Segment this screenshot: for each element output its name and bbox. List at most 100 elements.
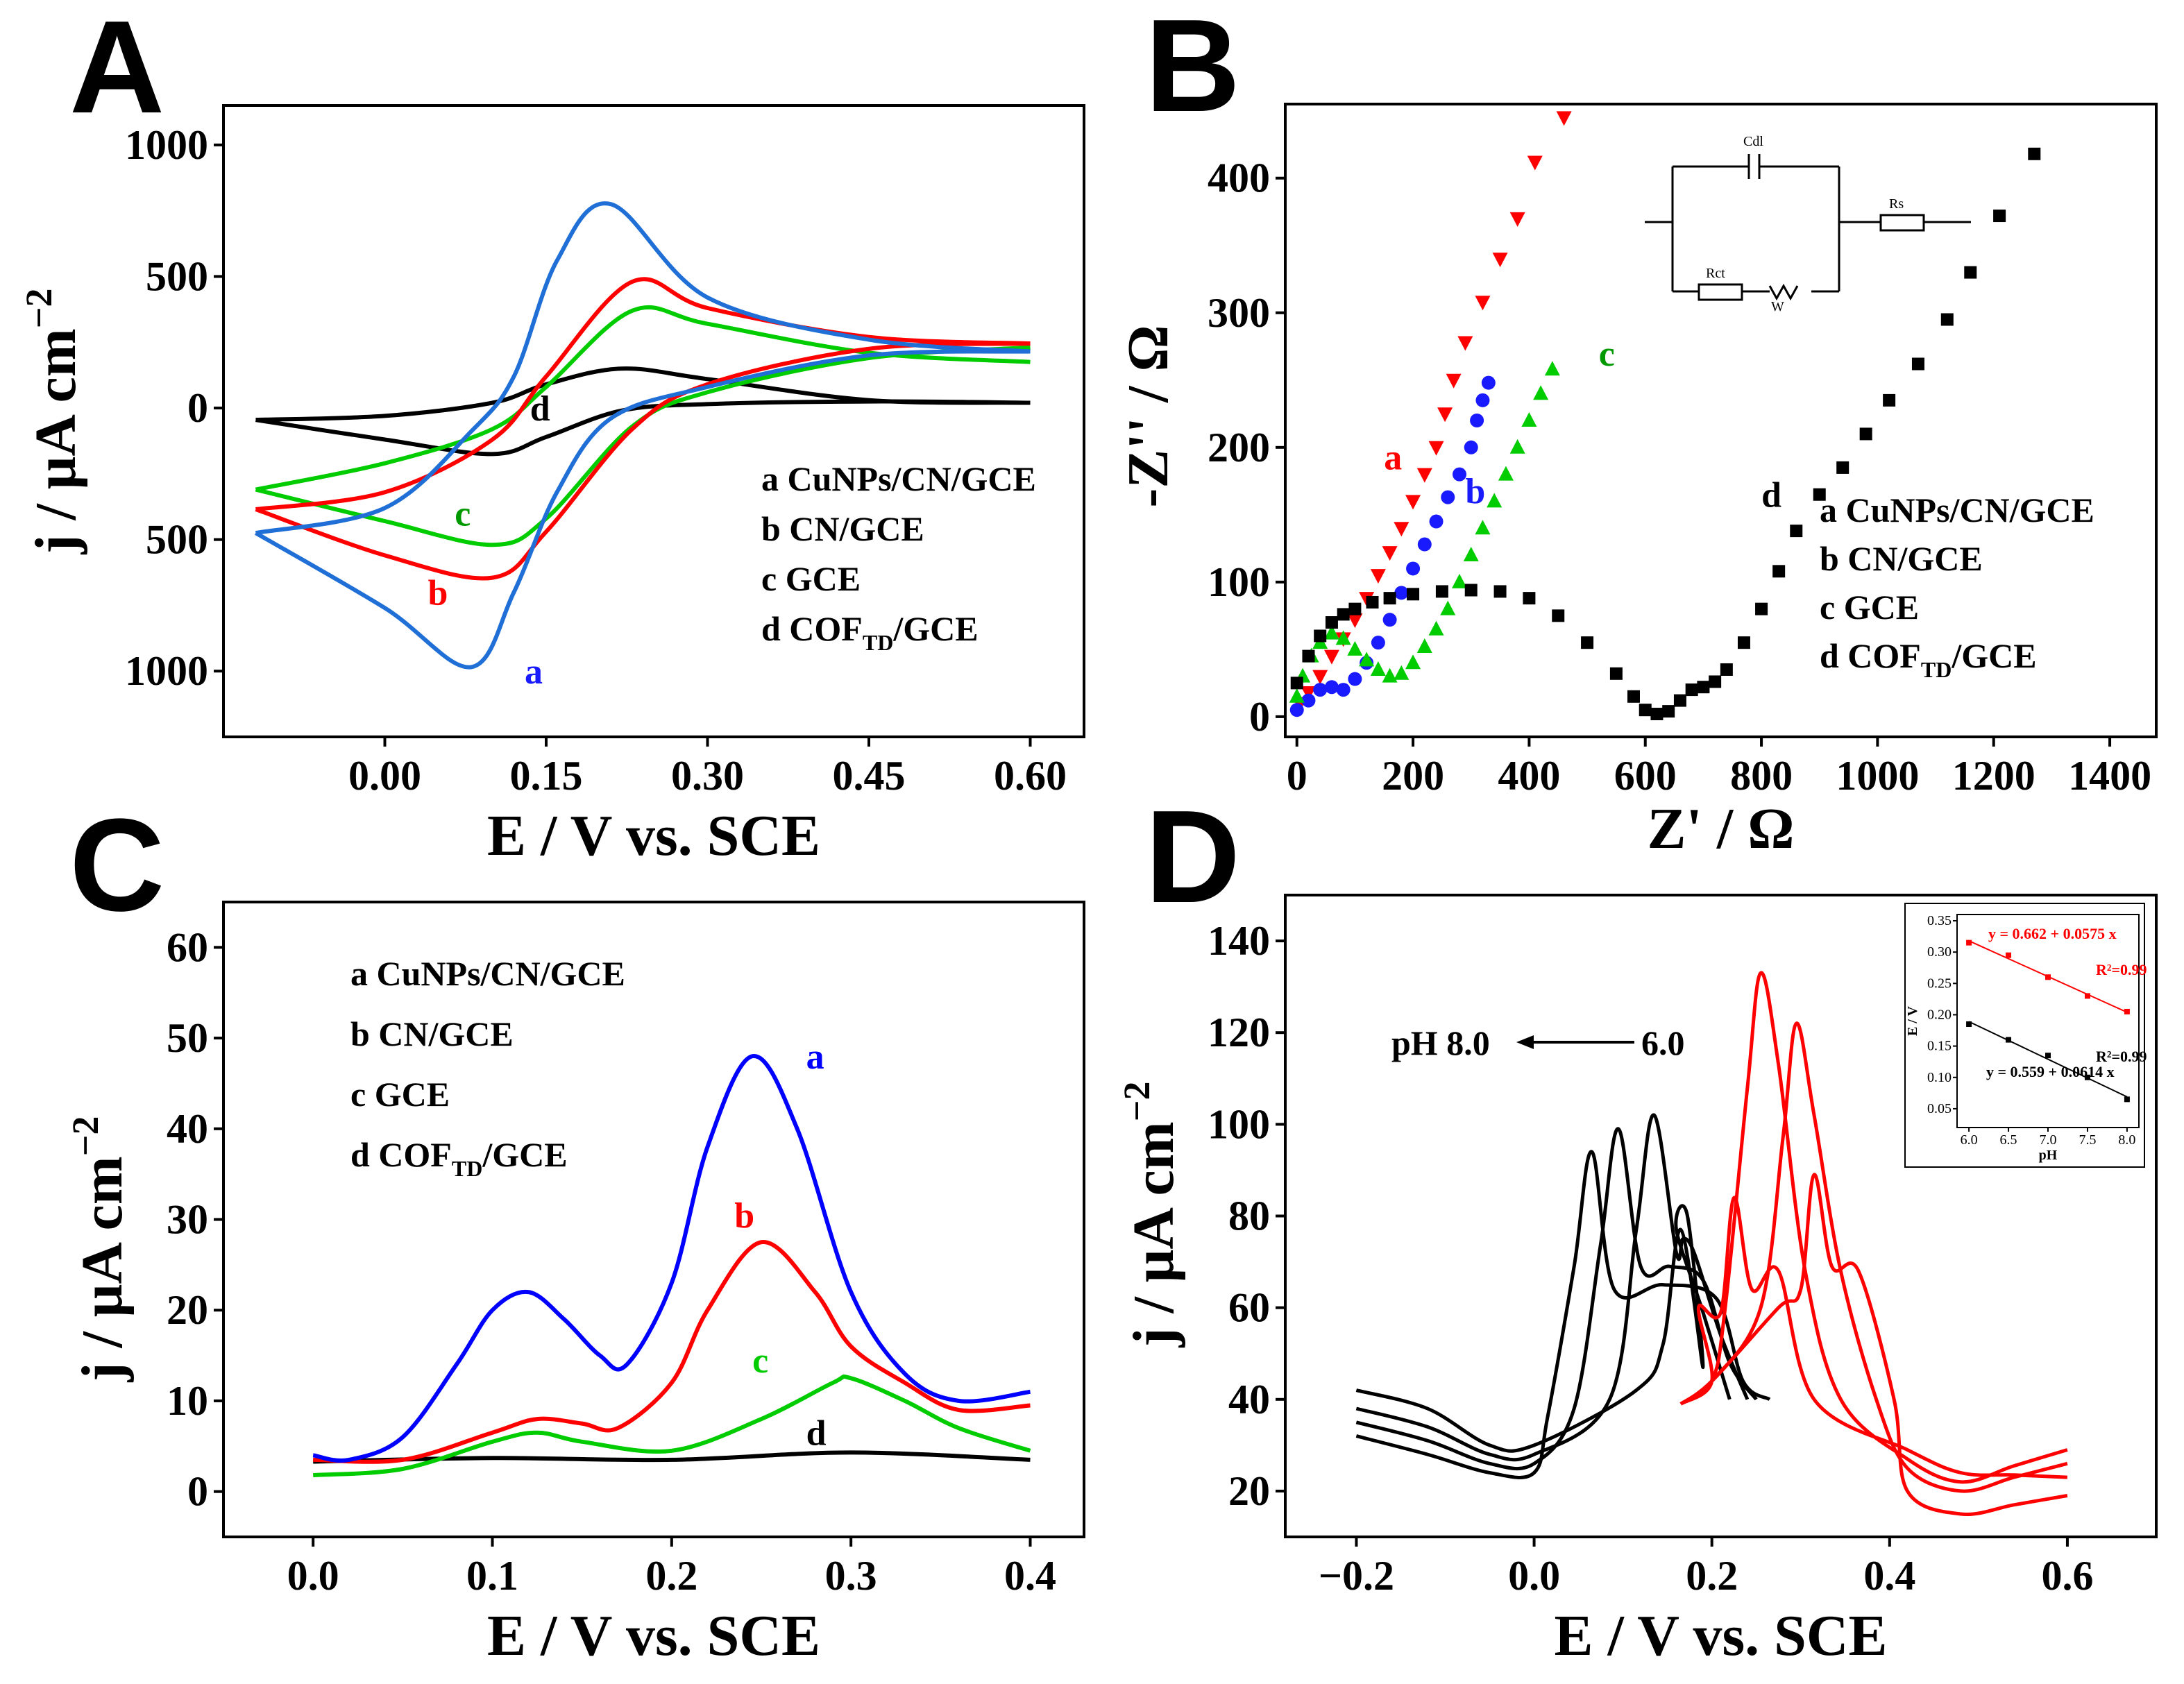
B-point-d xyxy=(1627,690,1640,703)
C-ytick-label: 60 xyxy=(167,924,208,970)
B-series-b xyxy=(1289,375,1496,717)
A-xtick-label: 0.15 xyxy=(510,753,583,799)
B-point-a xyxy=(1475,296,1491,311)
C-series-a xyxy=(312,1054,1031,1463)
A-plot-frame xyxy=(222,104,1085,738)
D-inset-point-red xyxy=(2006,952,2012,958)
C-legend-entry: d COFTD/GCE xyxy=(350,1135,568,1181)
B-point-d xyxy=(1940,313,1954,326)
B-point-d xyxy=(1523,592,1536,605)
D-inset-xlabel: pH xyxy=(2039,1148,2058,1163)
B-legend-entry: a CuNPs/CN/GCE xyxy=(1820,491,2094,529)
B-point-d xyxy=(1673,694,1686,707)
B-point-b xyxy=(1289,703,1304,717)
B-point-c xyxy=(1487,493,1502,508)
A-ytick-label: 1000 xyxy=(125,122,208,168)
circuit-warburg xyxy=(1768,283,1799,301)
C-legend-entry: a CuNPs/CN/GCE xyxy=(350,954,625,993)
B-point-b xyxy=(1470,414,1484,427)
D-xlabel: E / V vs. SCE xyxy=(1554,1604,1887,1668)
B-point-c xyxy=(1509,439,1525,454)
B-point-a xyxy=(1347,613,1363,629)
B-point-d xyxy=(1859,427,1872,441)
A-xlabel: E / V vs. SCE xyxy=(487,803,820,868)
B-point-b xyxy=(1441,490,1455,504)
A-curve-label-c: c xyxy=(455,495,471,534)
C-ylabel: j / μA cm−2 xyxy=(65,1116,135,1383)
B-point-d xyxy=(1697,681,1710,694)
panel-label-C: C xyxy=(69,792,164,939)
B-point-d xyxy=(1314,629,1327,643)
B-point-d xyxy=(1383,592,1396,605)
D-inset-xtick-label: 6.0 xyxy=(1961,1132,1978,1148)
A-series-a-forward xyxy=(255,201,1031,536)
A-ytick-label: 0 xyxy=(187,385,208,431)
B-point-b xyxy=(1348,672,1362,686)
circuit-label-cdl: Cdl xyxy=(1743,134,1763,149)
A-series-a-reverse xyxy=(254,349,1031,670)
B-point-a xyxy=(1405,495,1421,510)
D-ylabel: j / μA cm−2 xyxy=(1116,1082,1186,1348)
B-point-a xyxy=(1457,336,1473,351)
B-point-a xyxy=(1509,212,1525,227)
A-legend-entry: d COFTD/GCE xyxy=(761,609,979,655)
B-point-b xyxy=(1394,586,1409,600)
B-point-d xyxy=(1662,705,1675,718)
C-ytick-label: 20 xyxy=(167,1287,208,1333)
B-legend-entry: c GCE xyxy=(1820,588,1919,627)
C-series-c xyxy=(312,1374,1031,1478)
C-ytick-label: 0 xyxy=(187,1469,208,1515)
D-inset-point-red xyxy=(2045,974,2051,980)
B-xtick-label: 800 xyxy=(1730,753,1793,799)
B-point-d xyxy=(1325,616,1338,629)
C-ytick-label: 40 xyxy=(167,1106,208,1152)
A-series-b-reverse xyxy=(255,341,1031,581)
D-red-curve xyxy=(1679,1021,2068,1493)
B-point-a xyxy=(1301,686,1317,701)
B-point-d xyxy=(1464,584,1478,597)
D-inset-xtick-label: 6.5 xyxy=(2000,1132,2017,1148)
circuit-resistor-rs xyxy=(1879,214,1925,232)
C-ytick-label: 50 xyxy=(167,1015,208,1061)
A-series-d-reverse xyxy=(255,399,1031,457)
C-xtick-label: 0.4 xyxy=(1004,1553,1056,1599)
C-curve-label-c: c xyxy=(752,1341,768,1381)
A-ylabel: j / μA cm−2 xyxy=(18,289,88,555)
C-plot-frame xyxy=(222,901,1085,1538)
panel-label-D: D xyxy=(1145,783,1240,930)
B-point-a xyxy=(1527,155,1543,171)
B-curve-label-a: a xyxy=(1384,438,1402,477)
B-point-b xyxy=(1464,440,1478,454)
B-point-c xyxy=(1428,620,1444,636)
D-inset-r2-black: R²=0.99 xyxy=(2096,1048,2147,1065)
B-ytick-label: 300 xyxy=(1208,290,1270,336)
C-ytick-label: 10 xyxy=(167,1378,208,1424)
circuit-resistor-rct xyxy=(1698,283,1743,301)
C-series-b xyxy=(313,1240,1031,1464)
B-point-b xyxy=(1417,537,1432,552)
B-point-d xyxy=(1993,210,2006,223)
B-point-c xyxy=(1440,600,1456,615)
D-arrow-head xyxy=(1516,1035,1534,1049)
B-point-d xyxy=(1685,683,1698,697)
B-point-d xyxy=(1790,525,1803,538)
B-point-d xyxy=(1348,602,1362,615)
B-point-a xyxy=(1556,111,1572,126)
B-point-c xyxy=(1347,640,1363,656)
B-point-c xyxy=(1335,630,1351,645)
D-inset: 6.0 6.5 7.0 7.5 8.0 0.05 0.10 0.15 0.20 0.25 0.30 0… xyxy=(1904,903,2147,1168)
A-series-d-forward xyxy=(255,366,1031,423)
C-curve-label-b: b xyxy=(734,1196,754,1236)
D-inset-xtick-label: 8.0 xyxy=(2118,1132,2135,1148)
D-inset-point-black xyxy=(2006,1037,2012,1043)
D-inset-point-black xyxy=(1966,1021,1972,1028)
B-point-b xyxy=(1313,683,1328,697)
D-inset-point-black xyxy=(2124,1096,2130,1103)
A-xtick-label: 0.45 xyxy=(833,753,906,799)
B-point-a xyxy=(1416,468,1432,483)
D-black-curve xyxy=(1355,1204,1732,1453)
circuit-label-rct: Rct xyxy=(1706,266,1725,281)
D-annotation-left: pH 8.0 xyxy=(1391,1023,1490,1062)
D-ytick-label: 60 xyxy=(1228,1285,1270,1331)
B-point-c xyxy=(1463,547,1479,562)
